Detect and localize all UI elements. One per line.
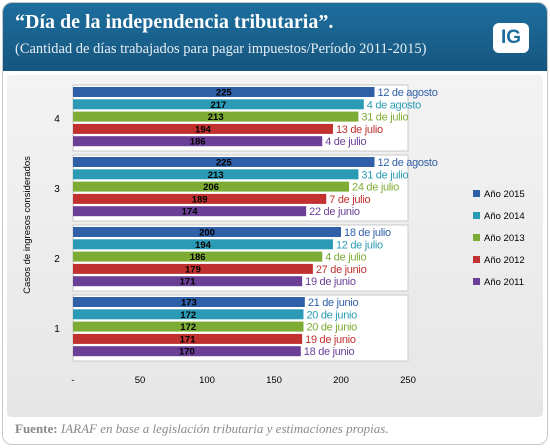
bar [73, 239, 333, 250]
bar-date-label: 20 de junio [306, 322, 357, 334]
x-tick-label: 200 [333, 375, 349, 386]
bar-date-label: 19 de junio [305, 276, 356, 288]
source-note: Fuente: IARAF en base a legislación trib… [15, 421, 389, 437]
bar-date-label: 21 de junio [308, 297, 359, 309]
bar [73, 309, 304, 320]
bar [73, 276, 303, 287]
bar [73, 123, 333, 134]
bar-date-label: 12 de agosto [378, 87, 438, 99]
bar-value-label: 213 [208, 112, 224, 123]
x-tick-label: 100 [199, 375, 215, 386]
bar-date-label: 31 de julio [361, 169, 408, 181]
legend-swatch [473, 256, 480, 263]
legend-swatch [473, 190, 480, 197]
bar [73, 321, 304, 332]
source-label: Fuente: [15, 421, 58, 436]
category-label: 4 [54, 114, 60, 125]
bar-date-label: 31 de julio [361, 112, 408, 124]
bar-date-label: 12 de julio [336, 239, 383, 251]
bar [73, 99, 364, 110]
legend-label: Año 2012 [484, 255, 525, 266]
category-label: 1 [54, 324, 60, 335]
legend-swatch [473, 278, 480, 285]
legend-swatch [473, 234, 480, 241]
bar-date-label: 18 de julio [344, 227, 391, 239]
bar [73, 333, 303, 344]
bar-date-label: 22 de junio [309, 206, 360, 218]
bar-value-label: 173 [181, 298, 197, 309]
x-tick-label: 150 [266, 375, 282, 386]
bar-date-label: 27 de junio [316, 264, 367, 276]
bar [73, 346, 301, 357]
bar-value-label: 186 [190, 137, 206, 148]
bar-date-label: 19 de junio [305, 334, 356, 346]
bar-date-label: 12 de agosto [378, 157, 438, 169]
chart-subtitle: (Cantidad de días trabajados para pagar … [15, 41, 427, 57]
chart-area: 4 225 12 de agosto 217 4 de agosto 213 31 de j… [7, 75, 543, 417]
bar [73, 87, 375, 97]
bar-value-label: 171 [180, 277, 197, 288]
bar-value-label: 217 [210, 100, 226, 111]
bar-value-label: 186 [190, 252, 206, 263]
header-banner: “Día de la independencia tributaria”. (C… [3, 3, 547, 71]
chart-title: “Día de la independencia tributaria”. [15, 11, 334, 33]
bar-value-label: 172 [180, 310, 196, 321]
x-tick-label: 250 [400, 375, 416, 386]
ig-logo: IG [493, 23, 529, 53]
bar [73, 193, 327, 204]
bar [73, 181, 350, 192]
bar [73, 297, 305, 307]
bar [73, 136, 323, 147]
legend-swatch [473, 212, 480, 219]
bar-value-label: 225 [216, 88, 233, 99]
bar [73, 263, 313, 274]
x-tick-label: - [71, 375, 74, 386]
bar-date-label: 18 de junio [304, 346, 355, 358]
bar-value-label: 206 [203, 182, 219, 193]
legend-label: Año 2011 [484, 277, 524, 288]
bar-value-label: 200 [199, 228, 215, 239]
bar-date-label: 7 de julio [329, 194, 370, 206]
bar [73, 251, 323, 262]
x-tick-label: 50 [135, 375, 146, 386]
legend-label: Año 2013 [484, 233, 525, 244]
bar-date-label: 4 de agosto [367, 99, 421, 111]
legend-label: Año 2014 [484, 211, 525, 222]
bar-date-label: 24 de julio [352, 182, 399, 194]
bar-value-label: 194 [195, 124, 212, 135]
legend-label: Año 2015 [484, 189, 525, 200]
bar-value-label: 194 [195, 240, 212, 251]
bar-date-label: 13 de julio [336, 124, 383, 136]
bar-date-label: 20 de junio [306, 309, 357, 321]
bar-date-label: 4 de julio [325, 252, 366, 264]
bar-value-label: 170 [179, 347, 195, 358]
bar-value-label: 225 [216, 158, 233, 169]
bar [73, 111, 359, 122]
bar [73, 169, 359, 180]
bar [73, 227, 341, 237]
bar-value-label: 189 [192, 194, 208, 205]
bar [73, 206, 307, 217]
bar-value-label: 172 [180, 322, 196, 333]
category-label: 3 [54, 184, 60, 195]
bar-value-label: 179 [185, 264, 201, 275]
source-text: IARAF en base a legislación tributaria y… [60, 421, 389, 436]
bar [73, 157, 375, 167]
category-label: 2 [54, 254, 60, 265]
y-axis-title: Casos de ingresos considerados [22, 156, 33, 294]
bar-value-label: 213 [208, 170, 224, 181]
bar-value-label: 171 [180, 334, 197, 345]
bar-date-label: 4 de julio [325, 136, 366, 148]
bar-value-label: 174 [182, 207, 199, 218]
